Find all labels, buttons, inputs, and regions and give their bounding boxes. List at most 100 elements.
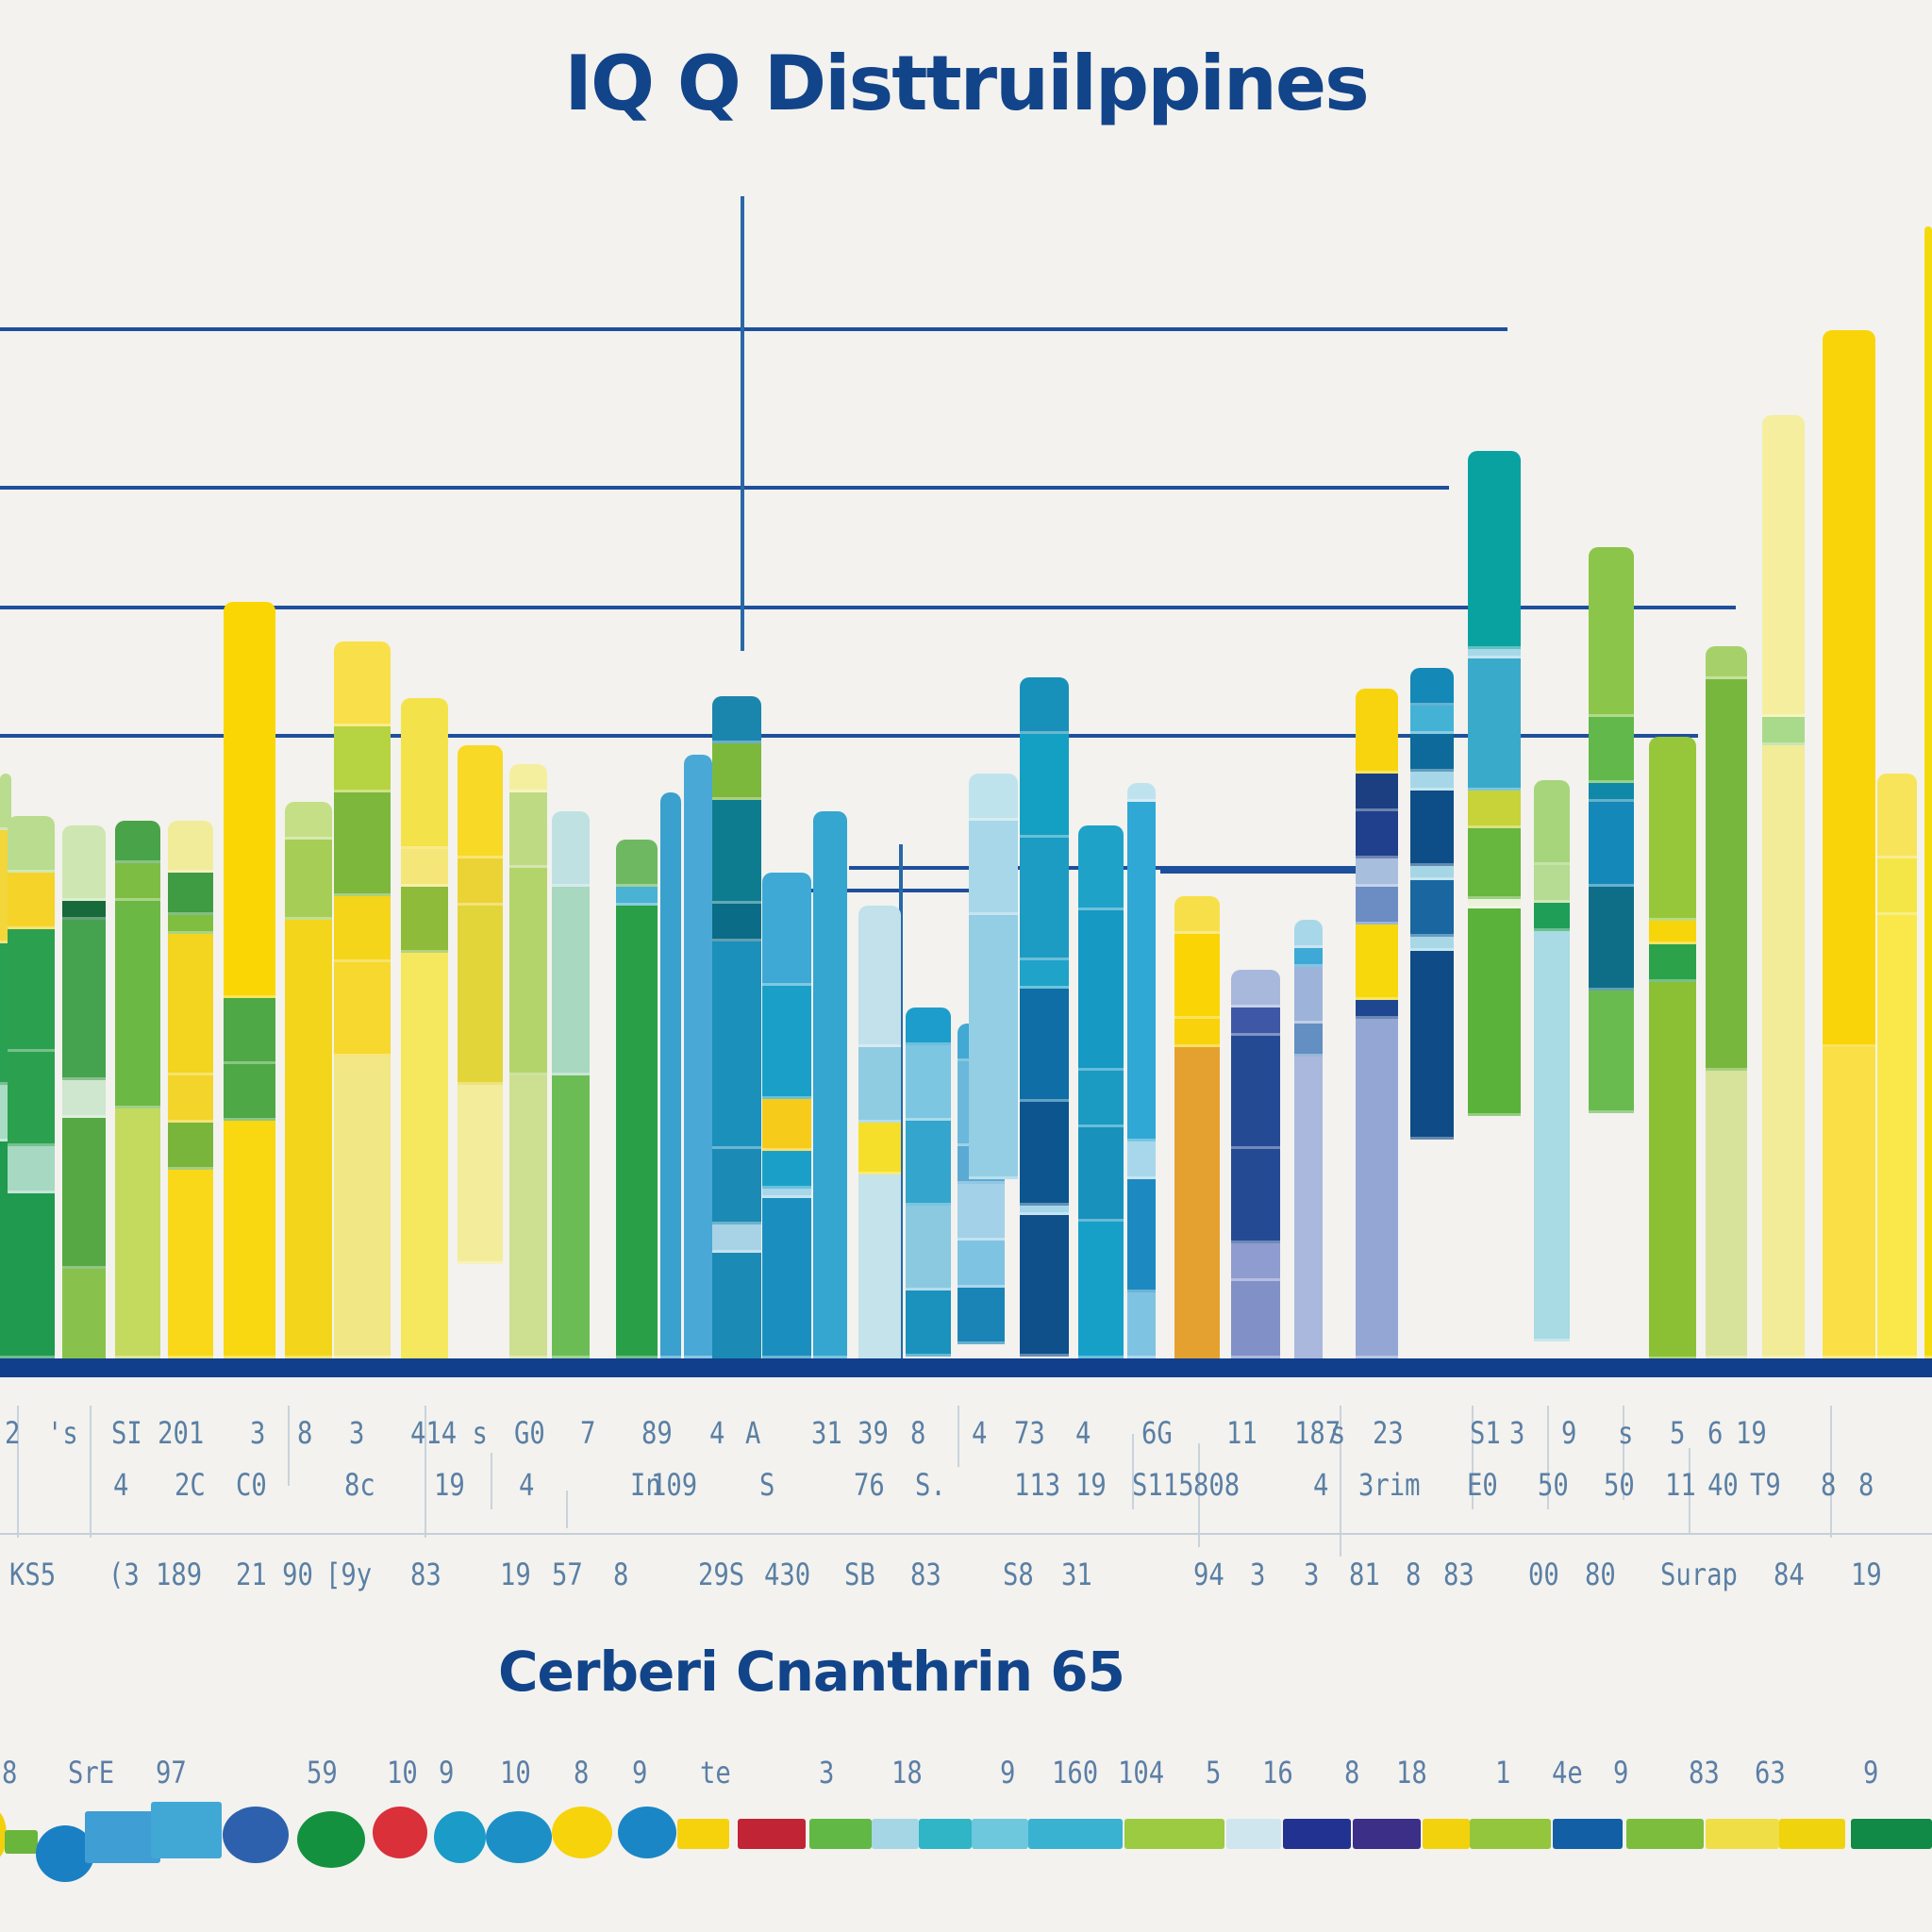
bar-segment bbox=[1534, 780, 1570, 865]
bar-segment bbox=[1231, 1149, 1280, 1243]
legend-label: 18 bbox=[1396, 1755, 1427, 1790]
bar bbox=[1078, 825, 1124, 1358]
x-tick-label: 4 bbox=[972, 1415, 988, 1451]
x-tick-label: 80 bbox=[1585, 1557, 1616, 1592]
bar-segment bbox=[1877, 915, 1917, 1358]
label-divider bbox=[1623, 1406, 1624, 1500]
bar-segment bbox=[509, 1075, 547, 1358]
x-tick-label: 3 bbox=[250, 1415, 266, 1451]
bar-segment bbox=[334, 641, 391, 726]
x-tick-label: 2 bbox=[5, 1415, 21, 1451]
bar-segment bbox=[334, 792, 391, 896]
bar-segment bbox=[1078, 825, 1124, 910]
bar-segment bbox=[1468, 649, 1521, 658]
bar-segment bbox=[1020, 960, 1069, 989]
label-divider bbox=[958, 1406, 959, 1467]
bar-segment bbox=[62, 1080, 106, 1118]
bar-segment bbox=[762, 1151, 811, 1189]
bar-segment bbox=[62, 825, 106, 901]
bar-segment bbox=[401, 953, 448, 1358]
bar bbox=[115, 821, 160, 1358]
legend-swatch bbox=[677, 1819, 729, 1849]
bar-segment bbox=[401, 887, 448, 953]
x-tick-label: 8 bbox=[613, 1557, 629, 1592]
bar bbox=[1762, 415, 1805, 1358]
bar bbox=[712, 696, 761, 1358]
bar-segment bbox=[1706, 646, 1747, 679]
bar bbox=[906, 1008, 951, 1358]
x-tick-label: C0 bbox=[236, 1467, 267, 1503]
x-tick-label: S1 bbox=[1470, 1415, 1501, 1451]
x-tick-label: 00 bbox=[1528, 1557, 1559, 1592]
legend-label: 5 bbox=[1206, 1755, 1222, 1790]
legend-label: 4e bbox=[1552, 1755, 1583, 1790]
legend-swatch bbox=[297, 1811, 365, 1868]
legend-swatch bbox=[1851, 1819, 1932, 1849]
x-tick-label: s bbox=[1618, 1415, 1634, 1451]
bar bbox=[224, 602, 275, 1358]
vertical-marker-line bbox=[741, 196, 744, 651]
bar bbox=[1294, 920, 1323, 1358]
bar-segment bbox=[1356, 774, 1398, 811]
legend-label: SrE bbox=[68, 1755, 115, 1790]
x-tick-label: 83 bbox=[1443, 1557, 1474, 1592]
bar bbox=[509, 764, 547, 1358]
bar bbox=[1924, 226, 1932, 1358]
x-tick-label: 31 bbox=[1061, 1557, 1092, 1592]
x-tick-label: 4 bbox=[1313, 1467, 1329, 1503]
bar-segment bbox=[1356, 1000, 1398, 1019]
legend-swatch bbox=[972, 1819, 1028, 1849]
bar-segment bbox=[712, 904, 761, 941]
bar-segment bbox=[762, 986, 811, 1099]
bar-segment bbox=[552, 1075, 590, 1358]
bar-segment bbox=[168, 915, 213, 934]
x-tick-label: 40 bbox=[1707, 1467, 1739, 1503]
legend bbox=[0, 1750, 1932, 1882]
bar bbox=[1020, 677, 1069, 1358]
bar-segment bbox=[1589, 991, 1634, 1113]
x-tick-label: 57 bbox=[552, 1557, 583, 1592]
bar-segment bbox=[1823, 1047, 1875, 1358]
legend-label: 10 bbox=[387, 1755, 418, 1790]
bar-segment bbox=[1356, 887, 1398, 924]
label-divider bbox=[90, 1406, 92, 1538]
x-tick-label: [9y bbox=[325, 1557, 373, 1592]
bar-segment bbox=[858, 1174, 901, 1358]
bar-segment bbox=[1020, 838, 1069, 960]
x-tick-label: 84 bbox=[1774, 1557, 1805, 1592]
legend-label: te bbox=[700, 1755, 731, 1790]
bar-segment bbox=[1468, 791, 1521, 828]
bar bbox=[1706, 646, 1747, 1358]
x-tick-label: 8 bbox=[1821, 1467, 1837, 1503]
bar-segment bbox=[616, 887, 658, 906]
legend-label: 9 bbox=[1863, 1755, 1879, 1790]
x-tick-label: 8 bbox=[1406, 1557, 1422, 1592]
legend-swatch bbox=[0, 1811, 7, 1858]
bar-segment bbox=[660, 792, 681, 1358]
legend-swatch bbox=[919, 1819, 972, 1849]
x-tick-label: 19 bbox=[500, 1557, 531, 1592]
bar-segment bbox=[8, 816, 55, 873]
x-tick-label: 6G bbox=[1141, 1415, 1173, 1451]
label-divider bbox=[491, 1453, 492, 1509]
x-axis-title: Cerberi Cnanthrin 65 bbox=[497, 1640, 1125, 1704]
bar-segment bbox=[1877, 774, 1917, 858]
x-tick-label: 81 bbox=[1349, 1557, 1380, 1592]
bar-segment bbox=[969, 774, 1018, 821]
bar-segment bbox=[958, 1184, 1005, 1241]
legend-swatch bbox=[552, 1807, 612, 1858]
legend-label: 9 bbox=[1613, 1755, 1629, 1790]
bar-segment bbox=[62, 901, 106, 920]
x-tick-label: S115 bbox=[1132, 1467, 1194, 1503]
x-tick-label: 3rim bbox=[1358, 1467, 1421, 1503]
legend-swatch bbox=[1226, 1819, 1281, 1849]
bar-segment bbox=[1762, 745, 1805, 1358]
bar bbox=[334, 641, 391, 1358]
x-tick-label: 83 bbox=[910, 1557, 941, 1592]
bar-segment bbox=[0, 774, 11, 830]
bar-segment bbox=[1468, 658, 1521, 791]
bar-segment bbox=[1127, 1179, 1156, 1292]
bar-segment bbox=[115, 863, 160, 901]
legend-label: 83 bbox=[1689, 1755, 1720, 1790]
bar-segment bbox=[906, 1008, 951, 1045]
